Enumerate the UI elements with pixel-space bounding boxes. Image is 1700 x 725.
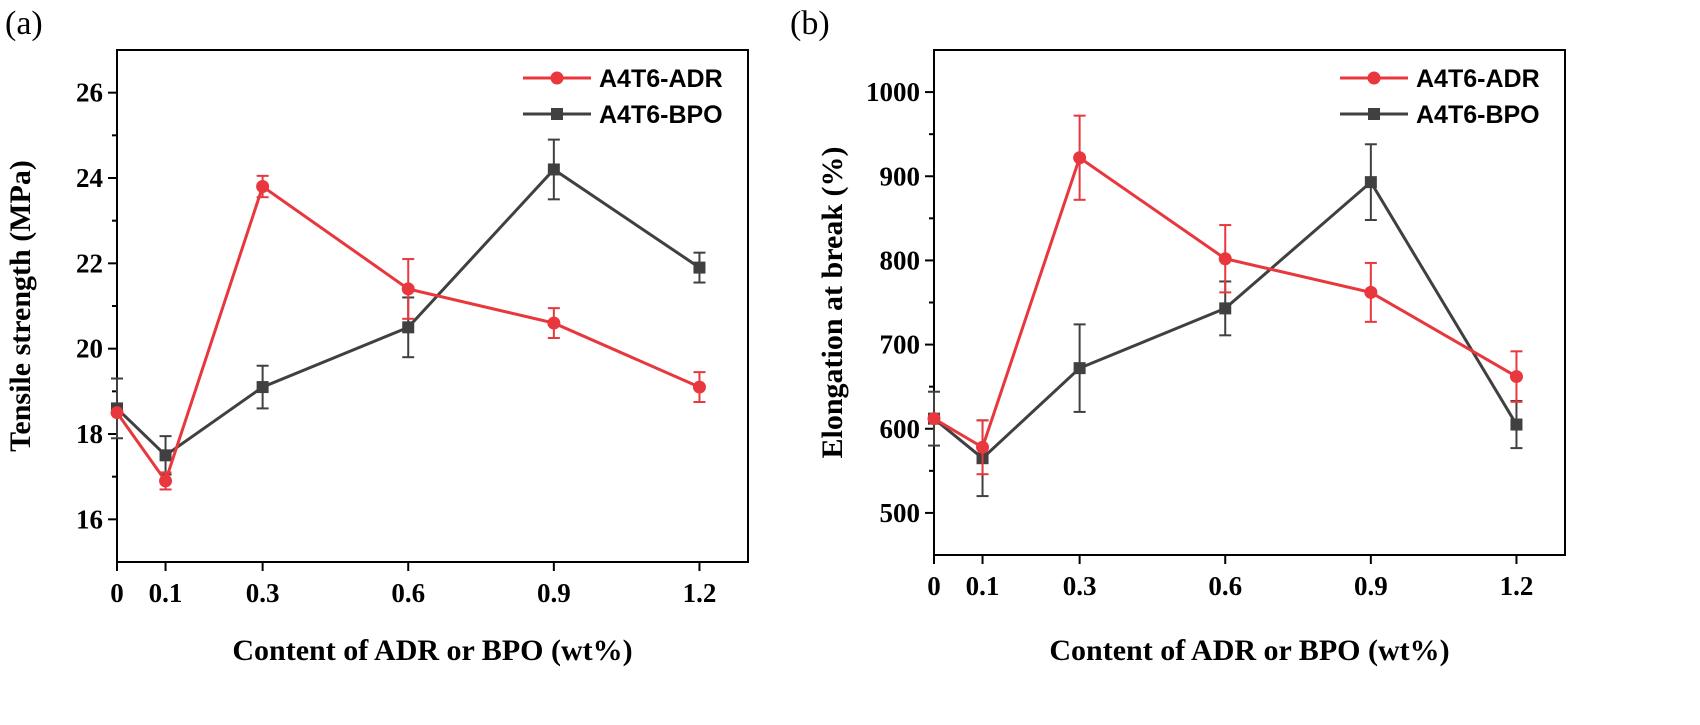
panel-label: (b) [790,5,830,42]
y-tick-label: 900 [880,161,921,191]
data-point [976,440,990,454]
y-tick-label: 26 [76,78,103,108]
legend-marker [551,108,563,120]
legend-item: A4T6-BPO [523,101,723,129]
x-tick-label: 0 [110,578,124,608]
data-point [110,406,124,420]
data-point [1073,362,1086,375]
y-axis-title: Tensile strength (MPa) [4,160,37,452]
series-a4t6-bpo [928,143,1523,498]
series-line [933,179,1518,461]
legend-item: A4T6-BPO [1340,101,1540,129]
data-point [1219,302,1232,315]
y-tick-label: 700 [880,330,921,360]
series-line [115,184,701,485]
x-tick-label: 0.1 [966,571,1000,601]
series-a4t6-adr [110,174,706,491]
legend-label: A4T6-BPO [599,101,723,129]
data-point [692,380,706,394]
x-axis-title: Content of ADR or BPO (wt%) [232,634,632,667]
data-point [1509,370,1523,384]
data-point [401,282,415,296]
legend-item: A4T6-ADR [523,65,723,93]
legend-label: A4T6-BPO [1416,101,1540,129]
legend-label: A4T6-ADR [599,65,723,93]
x-tick-label: 1.2 [1500,571,1534,601]
chart-panel-1: (a) 0 0.1 0.3 0.6 0.9 1.2 16 18 20 22 24 26 Content o… [4,5,749,667]
data-point [1364,285,1378,299]
data-point [256,180,270,194]
legend-marker [550,71,564,85]
data-point [927,412,941,426]
y-tick-label: 500 [880,498,921,528]
legend-marker [1368,108,1380,120]
x-tick-label: 0.3 [246,578,280,608]
data-point [1218,252,1232,266]
x-tick-label: 0.9 [537,578,571,608]
data-point [402,321,415,334]
series-a4t6-bpo [111,138,706,476]
x-axis-title: Content of ADR or BPO (wt%) [1049,634,1449,667]
x-tick-label: 0.1 [149,578,183,608]
series-line [115,167,701,458]
y-tick-label: 16 [76,504,103,534]
data-point [159,474,173,488]
data-point [693,261,706,274]
y-tick-label: 600 [880,414,921,444]
data-point [159,449,172,462]
y-tick-label: 22 [76,248,103,278]
legend-item: A4T6-ADR [1340,65,1540,93]
x-tick-label: 0.3 [1063,571,1097,601]
data-point [547,163,560,176]
panel-label: (a) [5,5,43,42]
x-tick-label: 0.6 [391,578,425,608]
x-tick-label: 1.2 [683,578,717,608]
legend-marker [1367,71,1381,85]
data-point [1073,151,1087,165]
x-tick-label: 0.9 [1354,571,1388,601]
y-tick-label: 800 [880,245,921,275]
data-point [1364,176,1377,189]
data-point [547,316,561,330]
y-tick-label: 20 [76,334,103,364]
y-tick-label: 1000 [866,77,920,107]
y-axis-title: Elongation at break (%) [816,147,849,459]
x-tick-label: 0 [927,571,941,601]
data-point [256,381,269,394]
series-line [933,155,1518,450]
chart-panel-2: (b) 0 0.1 0.3 0.6 0.9 1.2 500 600 700 800 900 1000 Co… [790,5,1566,667]
x-tick-label: 0.6 [1208,571,1242,601]
series-a4t6-adr [927,114,1523,476]
y-tick-label: 18 [76,419,103,449]
y-tick-label: 24 [76,163,103,193]
data-point [1510,418,1523,431]
legend-label: A4T6-ADR [1416,65,1540,93]
